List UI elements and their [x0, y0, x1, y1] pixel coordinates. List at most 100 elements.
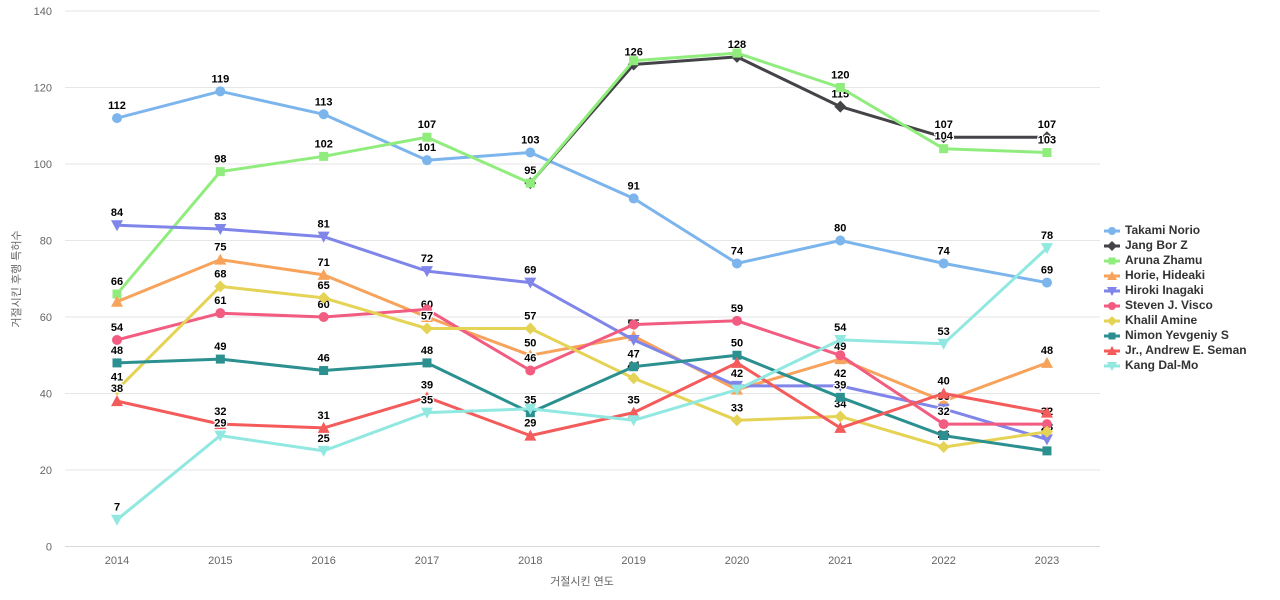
data-point-marker[interactable] [628, 319, 639, 330]
data-point-marker[interactable] [112, 334, 122, 345]
data-point-marker[interactable] [214, 430, 227, 442]
data-point-marker[interactable] [524, 349, 537, 361]
legend-item-khalil-amine[interactable]: Khalil Amine [1104, 313, 1247, 328]
data-point-marker[interactable] [524, 322, 537, 335]
data-point-marker[interactable] [1040, 434, 1053, 446]
data-point-marker[interactable] [731, 258, 742, 269]
data-point-marker[interactable] [834, 410, 847, 423]
data-point-label: 78 [1041, 230, 1053, 242]
data-point-marker[interactable] [732, 48, 742, 58]
data-point-marker[interactable] [524, 429, 537, 441]
data-point-marker[interactable] [420, 311, 433, 322]
data-point-marker[interactable] [111, 514, 123, 526]
data-point-marker[interactable] [525, 147, 536, 158]
data-point-marker[interactable] [111, 395, 123, 407]
data-point-label: 81 [318, 219, 330, 231]
data-point-marker[interactable] [214, 253, 227, 265]
data-point-marker[interactable] [215, 86, 226, 97]
legend-item-takami-norio[interactable]: Takami Norio [1104, 223, 1247, 238]
data-point-marker[interactable] [835, 392, 845, 402]
data-point-marker[interactable] [421, 304, 432, 315]
data-point-marker[interactable] [730, 384, 743, 396]
legend-item-hiroki-inagaki[interactable]: Hiroki Inagaki [1104, 283, 1247, 298]
data-point-marker[interactable] [525, 178, 535, 188]
data-point-marker[interactable] [627, 334, 640, 346]
data-point-marker[interactable] [421, 155, 432, 166]
data-point-marker[interactable] [835, 235, 846, 246]
data-point-marker[interactable] [937, 387, 950, 399]
data-point-marker[interactable] [834, 100, 847, 113]
data-point-marker[interactable] [937, 441, 950, 454]
data-point-marker[interactable] [524, 277, 537, 289]
legend-item-steven-j-visco[interactable]: Steven J. Visco [1104, 298, 1247, 313]
data-point-marker[interactable] [111, 220, 123, 232]
data-point-marker[interactable] [731, 315, 742, 326]
legend-item-nimon-yevgeniy-s[interactable]: Nimon Yevgeniy S [1104, 328, 1247, 343]
data-point-marker[interactable] [317, 231, 330, 243]
data-point-marker[interactable] [834, 334, 847, 346]
legend-item-jang-bor-z[interactable]: Jang Bor Z [1104, 238, 1247, 253]
data-point-marker[interactable] [215, 308, 226, 319]
data-point-marker[interactable] [317, 421, 330, 433]
data-point-marker[interactable] [422, 358, 432, 368]
data-point-marker[interactable] [938, 258, 949, 269]
data-point-marker[interactable] [937, 131, 950, 144]
data-point-marker[interactable] [319, 151, 329, 161]
data-point-marker[interactable] [937, 338, 950, 350]
data-point-marker[interactable] [317, 445, 330, 457]
data-point-marker[interactable] [215, 354, 225, 364]
data-point-marker[interactable] [214, 224, 227, 236]
data-point-marker[interactable] [1042, 446, 1052, 456]
data-point-marker[interactable] [112, 358, 122, 368]
data-point-marker[interactable] [835, 350, 846, 361]
data-point-marker[interactable] [627, 372, 640, 385]
data-point-marker[interactable] [937, 403, 950, 415]
data-point-marker[interactable] [627, 415, 640, 427]
data-point-marker[interactable] [835, 83, 845, 92]
data-point-marker[interactable] [937, 395, 950, 407]
legend-item-jr-andrew-e-seman[interactable]: Jr., Andrew E. Seman [1104, 343, 1247, 358]
data-point-marker[interactable] [112, 289, 122, 299]
data-point-marker[interactable] [420, 266, 433, 278]
data-point-marker[interactable] [939, 431, 949, 441]
data-point-marker[interactable] [319, 366, 329, 376]
data-point-marker[interactable] [1042, 148, 1052, 158]
data-point-marker[interactable] [420, 322, 433, 335]
data-point-marker[interactable] [317, 291, 330, 304]
data-point-marker[interactable] [629, 362, 639, 372]
data-point-marker[interactable] [730, 414, 743, 427]
data-point-marker[interactable] [1040, 406, 1053, 418]
data-point-marker[interactable] [834, 421, 847, 433]
data-point-marker[interactable] [628, 193, 639, 204]
data-point-marker[interactable] [1041, 277, 1052, 288]
data-point-marker[interactable] [834, 380, 847, 392]
data-point-marker[interactable] [939, 144, 949, 154]
legend-item-kang-dal-mo[interactable]: Kang Dal-Mo [1104, 358, 1247, 373]
legend-item-aruna-zhamu[interactable]: Aruna Zhamu [1104, 253, 1247, 268]
data-point-marker[interactable] [111, 383, 123, 396]
data-point-marker[interactable] [420, 391, 433, 403]
data-point-marker[interactable] [525, 365, 536, 376]
data-point-marker[interactable] [627, 406, 640, 418]
data-point-marker[interactable] [1041, 419, 1052, 430]
data-point-marker[interactable] [215, 167, 225, 177]
data-point-marker[interactable] [1040, 131, 1053, 144]
legend-item-horie-hideaki[interactable]: Horie, Hideaki [1104, 268, 1247, 283]
data-point-marker[interactable] [420, 407, 433, 419]
data-point-marker[interactable] [422, 132, 432, 142]
data-point-marker[interactable] [730, 356, 743, 368]
data-point-marker[interactable] [938, 419, 949, 430]
data-point-marker[interactable] [1040, 243, 1053, 255]
data-point-marker[interactable] [1040, 425, 1053, 438]
data-point-marker[interactable] [111, 295, 123, 307]
data-point-marker[interactable] [214, 418, 227, 430]
data-point-marker[interactable] [629, 56, 639, 66]
data-point-marker[interactable] [214, 280, 227, 293]
data-point-marker[interactable] [317, 268, 330, 280]
data-point-marker[interactable] [1040, 356, 1053, 368]
data-point-marker[interactable] [732, 350, 742, 360]
data-point-marker[interactable] [318, 109, 329, 120]
data-point-marker[interactable] [318, 312, 329, 322]
data-point-marker[interactable] [524, 403, 537, 415]
data-point-marker[interactable] [112, 113, 122, 124]
